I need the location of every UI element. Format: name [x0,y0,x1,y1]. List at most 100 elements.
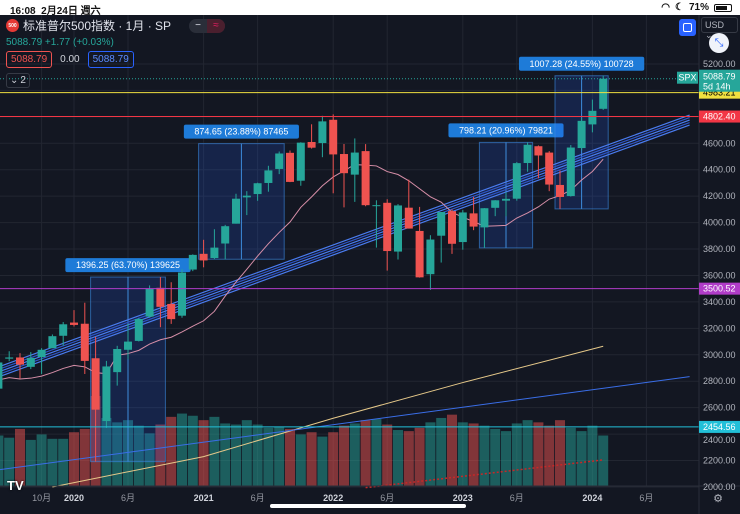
candle[interactable] [588,110,597,125]
candle[interactable] [577,120,586,149]
candle[interactable] [0,362,3,389]
candle[interactable] [296,142,305,181]
price-tick-label: 3800.00 [703,244,736,254]
candle[interactable] [448,211,456,244]
trend-line[interactable] [0,376,690,471]
candle[interactable] [5,357,14,359]
candle[interactable] [232,198,240,224]
toolbar-pill[interactable]: − ≈ [189,18,226,33]
candle[interactable] [124,341,132,350]
volume-bar [349,423,360,486]
candle[interactable] [26,357,35,367]
candle[interactable] [426,239,435,275]
candle[interactable] [242,195,251,198]
candle[interactable] [480,208,489,228]
candle[interactable] [167,303,176,320]
price-tick-label: 3200.00 [703,323,736,333]
candle[interactable] [145,288,154,317]
symbol-title[interactable]: 标准普尔500指数 · 1月 · SP [23,19,172,33]
sell-button[interactable]: 5088.79 [6,51,53,68]
candle[interactable] [394,205,402,252]
candle[interactable] [178,272,186,316]
volume-bar [58,438,69,486]
candle[interactable] [188,254,197,270]
measure-label: 874.65 (23.88%) 87465 [194,127,288,137]
candle[interactable] [210,247,219,259]
candle[interactable] [523,144,532,164]
measure-label-bg [448,123,564,138]
candle[interactable] [469,213,478,227]
wave-icon[interactable]: ≈ [207,18,226,33]
candle[interactable] [566,147,575,197]
time-tick-label: 10月 [32,493,51,503]
symbol-badge: SPX [678,73,696,83]
price-chart[interactable]: 1396.25 (63.70%) 139625 874.65 (23.88%) 8… [0,15,740,514]
candle[interactable] [286,152,294,182]
channel-line[interactable] [0,114,690,368]
candle[interactable] [113,348,122,373]
bar-countdown: 5d 14h [703,82,731,92]
candle[interactable] [404,207,413,229]
fullscreen-button[interactable] [679,19,696,36]
candle[interactable] [361,151,370,206]
candle[interactable] [134,318,143,341]
price-line-label: 3500.52 [703,284,736,294]
candle[interactable] [512,163,521,199]
candle[interactable] [372,205,381,207]
volume-bar [101,417,112,486]
price-tick-label: 2200.00 [703,456,736,466]
candle[interactable] [59,324,68,336]
volume-bar [501,431,511,486]
candle[interactable] [307,141,316,148]
candle[interactable] [415,230,424,278]
volume-bar [241,420,252,486]
candle[interactable] [80,323,89,361]
candle[interactable] [318,121,327,144]
candle[interactable] [199,253,208,261]
candle[interactable] [350,152,359,175]
volume-bar [587,425,598,486]
volume-bar [436,417,447,486]
price-line-label-bg [699,282,740,295]
candle[interactable] [340,154,348,174]
volume-bar [209,416,220,486]
candle[interactable] [329,119,338,155]
candle[interactable] [534,146,543,156]
candle[interactable] [502,198,510,201]
volume-bar [198,420,209,486]
candle[interactable] [545,152,554,185]
candle[interactable] [599,78,608,109]
candle[interactable] [37,349,46,358]
candle[interactable] [383,202,392,252]
time-tick-label: 6月 [251,493,265,503]
candle[interactable] [48,336,57,349]
candle[interactable] [102,366,111,422]
collapse-button[interactable]: ⤡ [709,33,729,53]
candle[interactable] [221,226,230,244]
price-line-label: 2454.56 [703,422,736,432]
candle[interactable] [16,357,24,365]
volume-bar [544,425,555,486]
candle[interactable] [91,358,100,410]
candle[interactable] [275,153,284,169]
candle[interactable] [556,184,564,197]
price-tick-label: 5200.00 [703,59,736,69]
candle[interactable] [70,322,78,325]
long-moving-average[interactable] [52,345,604,488]
candle[interactable] [264,170,273,183]
home-indicator[interactable] [270,504,466,508]
indicators-toggle[interactable]: ⌄ 2 [6,73,30,88]
candle[interactable] [156,287,165,307]
candle[interactable] [437,212,446,236]
candle[interactable] [253,183,262,195]
candle[interactable] [491,200,500,208]
buy-button[interactable]: 5088.79 [87,51,134,68]
candle[interactable] [458,212,467,243]
time-tick-label: 2022 [323,493,343,503]
minus-icon[interactable]: − [195,19,201,31]
currency-select[interactable]: USD ⌄ [701,17,738,40]
volume-bar [79,428,90,486]
volume-bar [252,424,263,486]
battery-percent: 71% [688,2,709,13]
volume-bar [317,436,328,486]
